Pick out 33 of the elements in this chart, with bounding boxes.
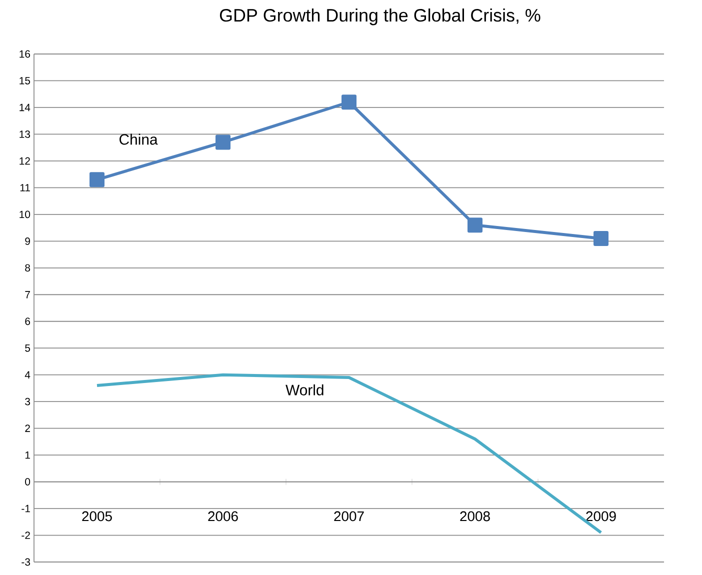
- x-tick-label: 2008: [460, 511, 490, 522]
- series-label: China: [120, 134, 158, 145]
- x-tick-label: 2007: [334, 511, 364, 522]
- y-tick-label: 12: [20, 157, 30, 165]
- point: [90, 172, 104, 188]
- chart-title: GDP Growth During the Global Crisis, %: [220, 8, 540, 26]
- point: [468, 218, 483, 233]
- y-tick-label: -2: [22, 532, 30, 539]
- x-tick-label: 2009: [586, 511, 616, 522]
- y-tick-label: 9: [25, 237, 30, 245]
- y-tick-label: 10: [20, 210, 30, 218]
- x-tick-label: 2006: [208, 511, 238, 522]
- x-tick-label: 2005: [82, 511, 112, 522]
- point: [594, 230, 609, 246]
- series-label: World: [286, 384, 324, 396]
- y-tick-label: -3: [22, 558, 30, 566]
- y-tick-label: 6: [25, 318, 30, 326]
- y-tick-label: 1: [25, 451, 30, 459]
- point: [342, 94, 357, 110]
- y-tick-label: 5: [25, 344, 30, 352]
- y-tick-label: 11: [20, 184, 30, 192]
- y-tick-label: 15: [20, 77, 30, 84]
- y-tick-label: 8: [25, 264, 30, 272]
- y-tick-label: 2: [25, 424, 30, 432]
- y-tick-label: 4: [24, 371, 30, 378]
- y-tick-label: 16: [20, 50, 30, 58]
- y-tick-label: 0: [25, 478, 30, 486]
- point: [216, 134, 231, 150]
- y-tick-label: -1: [22, 504, 30, 512]
- y-tick-label: 13: [20, 130, 30, 138]
- y-tick-label: 7: [25, 291, 30, 298]
- y-tick-label: 14: [20, 104, 30, 112]
- y-tick-label: 3: [25, 398, 30, 406]
